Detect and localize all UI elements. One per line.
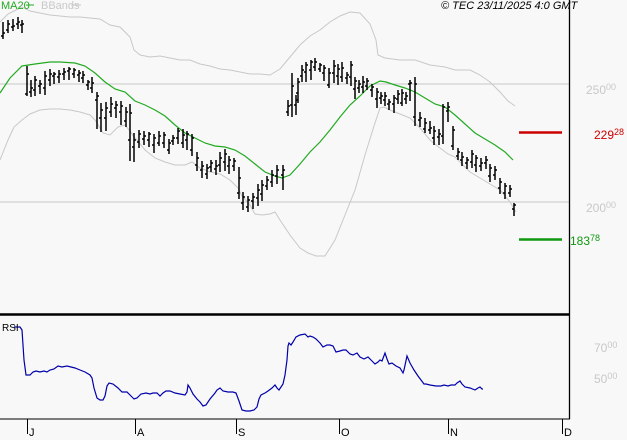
copyright-timestamp: © TEC 23/11/2025 4:0 GMT	[441, 0, 578, 12]
x-tick-sep: S	[238, 427, 246, 439]
rsi-axis-label-70: 7000	[594, 340, 618, 355]
price-axis-label-250: 25000	[586, 82, 617, 97]
x-tick-dec: D	[564, 427, 572, 439]
price-axis-label-200: 20000	[586, 200, 617, 215]
price-bars	[1, 17, 516, 216]
x-axis-ticks	[27, 419, 563, 434]
legend-ma20: MA20	[1, 0, 30, 12]
ma20-line	[0, 61, 514, 179]
bbands-lower-line	[0, 106, 517, 257]
x-tick-nov: N	[450, 427, 458, 439]
resistance-level-label: 22928	[594, 127, 625, 142]
rsi-line	[14, 326, 483, 412]
rsi-panel-label: RSI	[2, 323, 19, 334]
x-tick-jul: J	[29, 427, 35, 439]
rsi-axis-label-50: 5000	[594, 371, 618, 386]
bbands-upper-line	[0, 6, 516, 107]
x-tick-oct: O	[341, 427, 350, 439]
support-level-label: 18378	[570, 233, 601, 248]
legend-bbands: BBands	[41, 0, 80, 12]
x-tick-aug: A	[137, 427, 145, 439]
